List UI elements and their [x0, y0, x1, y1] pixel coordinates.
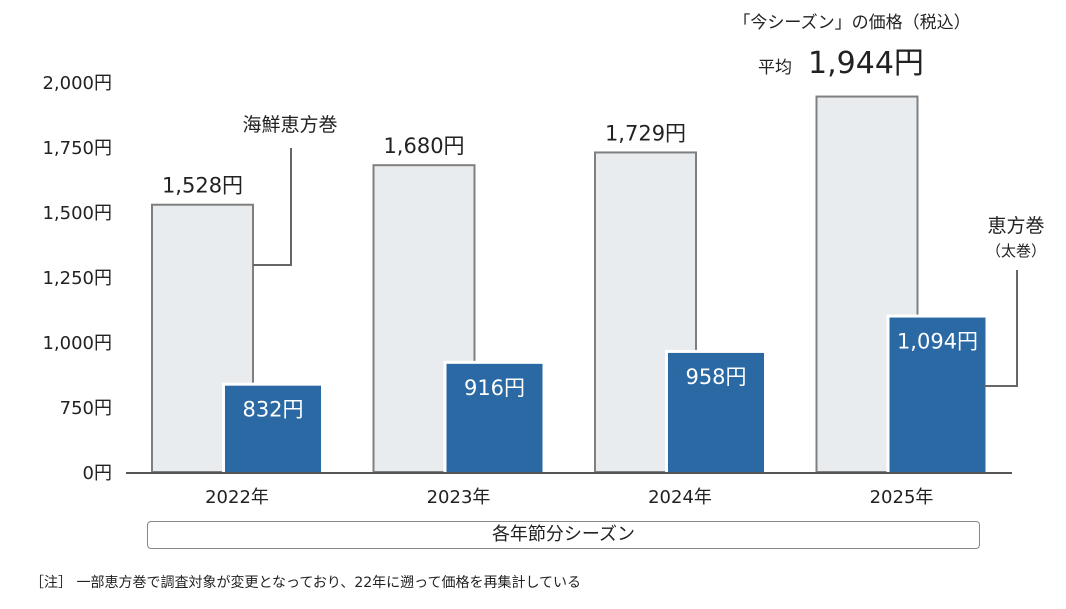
futomaki-bar: [668, 352, 764, 472]
value-labels: 832円 1,528円 916円 1,680円 958円 1,729円 1,094円: [162, 121, 978, 421]
y-axis-labels: 0円 750円 1,000円 1,250円 1,500円 1,750円 2,000円: [42, 73, 112, 484]
y-tick-label: 750円: [60, 398, 112, 419]
footnote: ［注］ 一部恵方巻で調査対象が変更となっており、22年に遡って価格を再集計してい…: [30, 575, 582, 591]
x-category-label: 2025年: [870, 487, 934, 508]
x-category-label: 2024年: [648, 487, 712, 508]
y-tick-label: 2,000円: [42, 73, 112, 94]
kaisen-bars: [151, 95, 919, 474]
futomaki-leader-line: [984, 270, 1018, 387]
average-value: 1,944円: [808, 46, 924, 81]
futomaki-legend-label: 恵方巻: [987, 215, 1044, 237]
x-category-label: 2022年: [205, 487, 269, 508]
y-tick-label: 1,750円: [42, 138, 112, 159]
x-axis-title: 各年節分シーズン: [491, 524, 636, 545]
y-tick-label: 1,250円: [42, 268, 112, 289]
futomaki-bar: [889, 317, 986, 472]
current-season-title: 「今シーズン」の価格（税込）: [733, 13, 970, 33]
kaisen-value-label: 1,729円: [605, 121, 686, 145]
average-label: 平均: [758, 58, 792, 78]
x-axis-labels: 2022年 2023年 2024年 2025年: [205, 487, 933, 508]
futomaki-bar: [446, 363, 543, 472]
y-tick-label: 1,500円: [42, 203, 112, 224]
y-tick-label: 1,000円: [42, 333, 112, 354]
kaisen-value-label: 1,528円: [162, 174, 243, 198]
futomaki-value-label: 1,094円: [897, 330, 978, 354]
futomaki-bar: [225, 385, 321, 472]
y-tick-label: 0円: [83, 463, 112, 484]
kaisen-legend-label: 海鮮恵方巻: [242, 114, 337, 136]
x-category-label: 2023年: [427, 487, 491, 508]
kaisen-leader-line: [253, 148, 292, 266]
futomaki-legend-sublabel: （太巻）: [986, 242, 1046, 260]
futomaki-value-label: 958円: [685, 365, 746, 389]
kaisen-value-label: 1,680円: [383, 134, 464, 158]
futomaki-bars: [222, 314, 989, 472]
futomaki-value-label: 832円: [242, 398, 303, 422]
x-axis-title-box: 各年節分シーズン: [147, 521, 980, 549]
futomaki-value-label: 916円: [464, 376, 525, 400]
